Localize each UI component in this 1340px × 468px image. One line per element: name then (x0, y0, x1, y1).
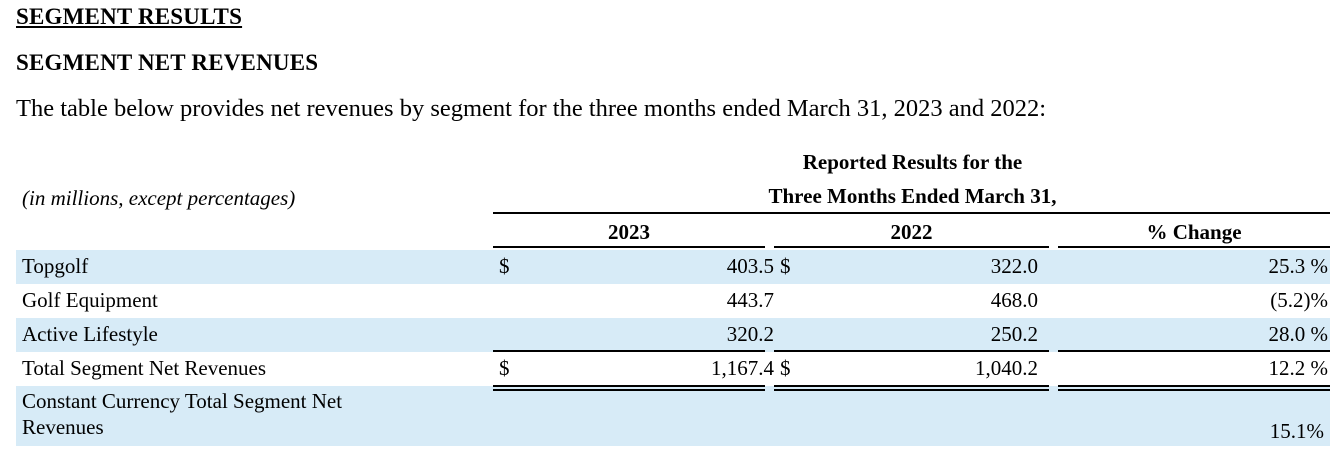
value-2023: 443.7 (726, 288, 774, 312)
header-reported-results: Reported Results for the (802, 150, 1023, 174)
percent-change: 25.3 % (1268, 254, 1329, 278)
total-double-rule-change-top (1058, 385, 1330, 387)
header-rule (493, 212, 1330, 214)
percent-change: (5.2)% (1270, 288, 1328, 312)
column-rule-2023 (493, 246, 765, 248)
total-double-rule-2022-bottom (774, 389, 1049, 391)
table-row-constant-currency: Constant Currency Total Segment Net Reve… (16, 386, 1330, 446)
value-2022: 250.2 (990, 322, 1038, 346)
section-title: SEGMENT RESULTS (16, 4, 243, 29)
row-label: Active Lifestyle (22, 322, 158, 346)
column-header-change: % Change (1146, 220, 1242, 244)
units-note: (in millions, except percentages) (22, 186, 296, 210)
intro-text: The table below provides net revenues by… (16, 95, 1047, 122)
row-label: Total Segment Net Revenues (22, 356, 267, 380)
table-row: Golf Equipment 443.7 468.0 (5.2)% (16, 284, 1330, 318)
percent-change: 12.2 % (1268, 356, 1329, 380)
dollar-sign: $ (780, 356, 791, 380)
column-rule-change (1058, 246, 1330, 248)
total-double-rule-change-bottom (1058, 389, 1330, 391)
value-2023: 403.5 (726, 254, 774, 278)
percent-change: 15.1% (1269, 419, 1324, 443)
column-header-2022: 2022 (890, 220, 933, 244)
value-2022: 468.0 (990, 288, 1038, 312)
table-row: Topgolf $ 403.5 $ 322.0 25.3 % (16, 250, 1330, 284)
row-label: Topgolf (22, 254, 89, 278)
value-2023: 1,167.4 (711, 356, 774, 380)
table-row: Active Lifestyle 320.2 250.2 28.0 % (16, 318, 1330, 352)
dollar-sign: $ (499, 356, 510, 380)
row-label-line2: Revenues (22, 415, 104, 439)
subtotal-rule-2022 (774, 350, 1049, 352)
row-label-line1: Constant Currency Total Segment Net (22, 389, 343, 413)
row-label: Golf Equipment (22, 288, 158, 312)
dollar-sign: $ (499, 254, 510, 278)
column-header-2023: 2023 (608, 220, 650, 244)
total-double-rule-2022-top (774, 385, 1049, 387)
value-2022: 322.0 (990, 254, 1038, 278)
percent-change: 28.0 % (1268, 322, 1329, 346)
subtotal-rule-change (1058, 350, 1330, 352)
value-2023: 320.2 (726, 322, 774, 346)
subtotal-rule-2023 (493, 350, 765, 352)
table-row-total: Total Segment Net Revenues $ 1,167.4 $ 1… (16, 352, 1330, 386)
column-rule-2022 (774, 246, 1049, 248)
total-double-rule-2023-top (493, 385, 765, 387)
value-2022: 1,040.2 (975, 356, 1038, 380)
header-period: Three Months Ended March 31, (768, 184, 1057, 208)
total-double-rule-2023-bottom (493, 389, 765, 391)
dollar-sign: $ (780, 254, 791, 278)
subsection-title: SEGMENT NET REVENUES (16, 50, 319, 75)
